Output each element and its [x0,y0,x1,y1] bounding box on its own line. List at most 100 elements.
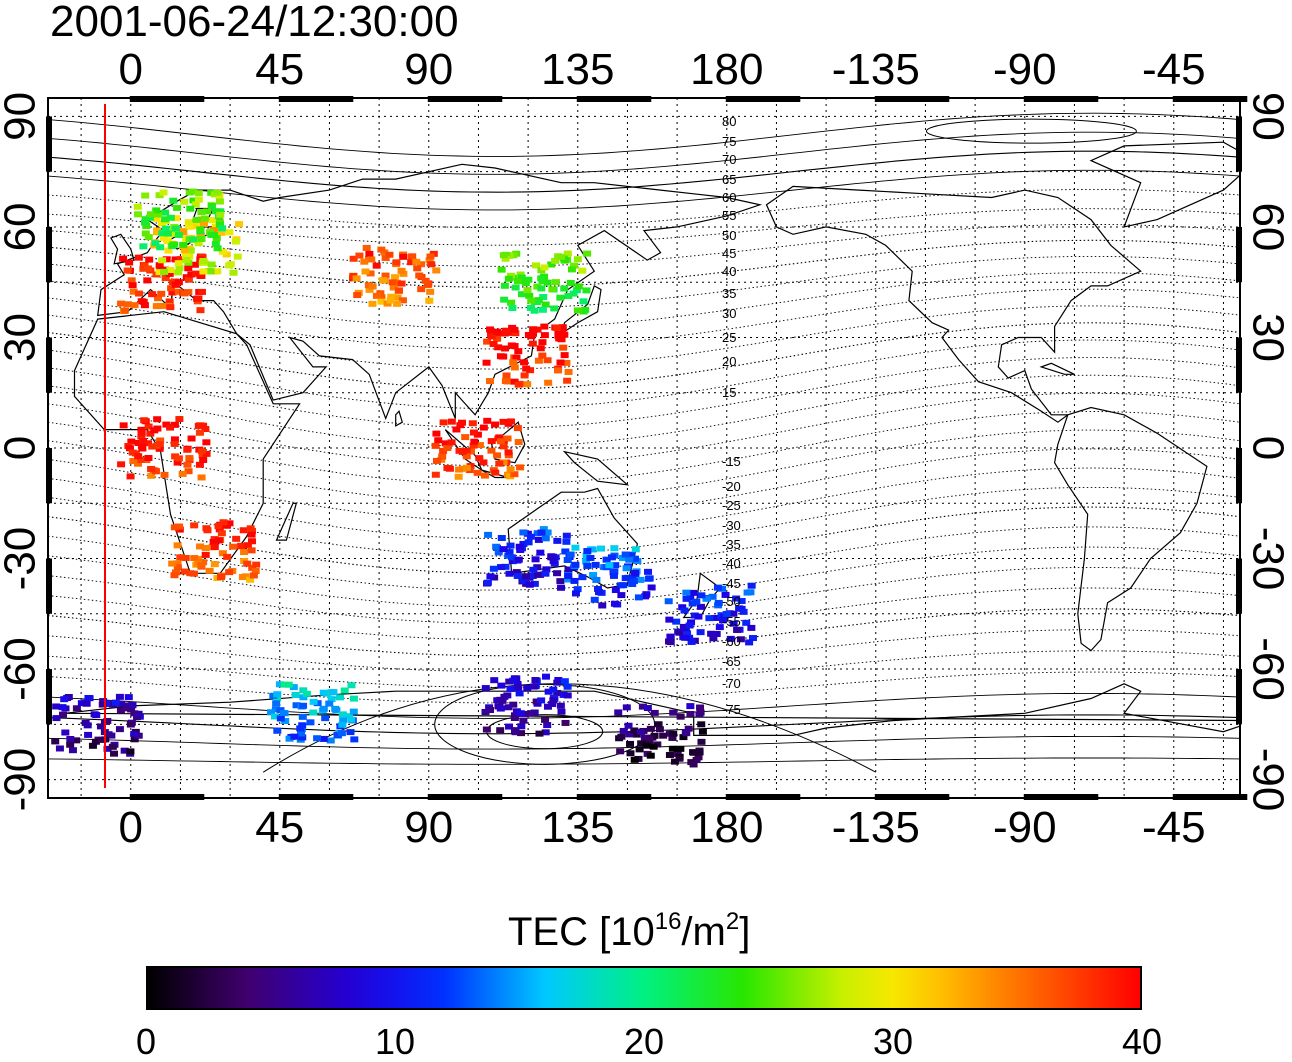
tec-sample [422,278,430,284]
tec-sample [547,554,555,560]
tec-sample [514,348,522,354]
colorbar-title-unit-exponent: 2 [726,908,739,935]
tec-sample [135,255,143,261]
latitude-tick-label: 0 [1244,436,1292,460]
latitude-tick-label: -30 [0,527,45,591]
tec-sample [398,281,406,287]
tec-sample [507,300,515,306]
tec-sample [561,678,569,684]
tec-sample [273,728,281,734]
tec-sample [2,503,10,509]
magnetic-latitude-label: -45 [722,576,741,591]
tec-sample [379,277,387,283]
tec-sample [458,420,466,426]
tec-sample [179,242,187,248]
tec-sample [327,738,335,744]
tec-sample [541,717,549,723]
tec-sample [552,279,560,285]
tec-sample [143,277,151,283]
tec-sample [2,477,10,483]
tec-sample [172,226,180,232]
tec-sample [625,557,633,563]
tec-sample [173,205,181,211]
tec-sample [521,372,529,378]
tec-sample [0,514,2,520]
tec-sample [666,752,674,758]
tec-sample [486,378,494,384]
tec-sample [243,561,251,567]
tec-sample [175,455,183,461]
tec-sample [208,203,216,209]
tec-sample [443,445,451,451]
tec-sample [387,298,395,304]
tec-sample [56,745,64,751]
tec-sample [139,438,147,444]
tec-sample [481,473,489,479]
tec-sample [432,472,440,478]
tec-sample [234,254,242,260]
magnetic-latitude-label: -50 [722,594,741,609]
tec-sample [4,479,12,485]
tec-sample [491,422,499,428]
tec-sample [182,257,190,263]
tec-sample [556,295,564,301]
tec-sample [608,554,616,560]
tec-sample [341,688,349,694]
tec-sample [500,419,508,425]
latitude-tick-label: 60 [1244,202,1292,251]
tec-sample [697,604,705,610]
tec-sample [303,691,311,697]
latitude-tick-label: -30 [1244,527,1292,591]
tec-sample [483,360,491,366]
tec-sample [622,575,630,581]
tec-sample [508,305,516,311]
tec-sample [538,353,546,359]
tec-sample [5,474,13,480]
tec-sample [399,254,407,260]
tec-sample [127,473,135,479]
tec-sample [201,216,209,222]
tec-sample [310,699,318,705]
tec-sample [748,583,756,589]
tec-sample [537,345,545,351]
tec-sample [176,554,184,560]
tec-sample [432,443,440,449]
longitude-tick-label: 0 [119,803,143,852]
tec-sample [490,341,498,347]
tec-sample [469,420,477,426]
tec-sample [151,240,159,246]
longitude-tick-label: -135 [832,45,920,94]
tec-sample [208,217,216,223]
tec-sample [199,423,207,429]
tec-sample [699,729,707,735]
tec-sample [200,221,208,227]
tec-sample [659,733,667,739]
tec-sample [448,439,456,445]
tec-sample [470,430,478,436]
colorbar-title-exponent: 16 [655,908,682,935]
tec-sample [69,747,77,753]
tec-sample [564,684,572,690]
tec-sample [527,534,535,540]
tec-sample [507,418,515,424]
tec-sample [574,256,582,262]
tec-sample [363,245,371,251]
latitude-tick-label: -60 [1244,637,1292,701]
colorbar-tick-label: 40 [1122,1022,1162,1062]
tec-sample [408,253,416,259]
longitude-tick-label: 135 [541,803,614,852]
tec-sample [561,352,569,358]
tec-sample [145,257,153,263]
magnetic-latitude-label: 65 [722,172,736,187]
tec-sample [171,524,179,530]
tec-sample [505,449,513,455]
tec-sample [207,268,215,274]
tec-sample [12,482,20,488]
tec-sample [189,236,197,242]
tec-sample [555,335,563,341]
tec-sample [385,252,393,258]
latitude-tick-label: -90 [1244,748,1292,812]
tec-sample [198,236,206,242]
